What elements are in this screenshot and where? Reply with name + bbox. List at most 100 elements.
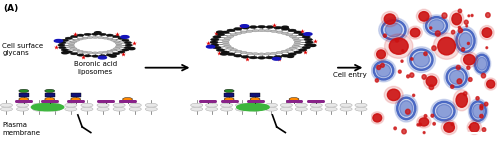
Circle shape <box>107 50 113 52</box>
Circle shape <box>484 102 488 106</box>
Circle shape <box>281 54 289 57</box>
Circle shape <box>81 107 93 111</box>
Circle shape <box>112 53 119 55</box>
Circle shape <box>112 35 119 38</box>
Circle shape <box>394 127 396 130</box>
Circle shape <box>266 103 278 107</box>
Ellipse shape <box>459 33 472 49</box>
Circle shape <box>113 107 125 111</box>
Circle shape <box>77 34 84 36</box>
Circle shape <box>70 48 76 49</box>
Circle shape <box>286 34 292 36</box>
Ellipse shape <box>452 13 462 25</box>
Ellipse shape <box>444 123 454 132</box>
Ellipse shape <box>450 70 464 84</box>
Circle shape <box>190 103 203 107</box>
Ellipse shape <box>467 120 481 135</box>
Text: Boronic acid
liposomes: Boronic acid liposomes <box>74 61 116 75</box>
Circle shape <box>451 123 454 126</box>
Circle shape <box>221 51 229 54</box>
Ellipse shape <box>382 11 398 27</box>
Circle shape <box>286 49 292 51</box>
Ellipse shape <box>472 104 484 118</box>
Circle shape <box>272 57 280 60</box>
Circle shape <box>462 48 464 51</box>
Circle shape <box>304 44 312 46</box>
Circle shape <box>410 73 414 77</box>
Circle shape <box>258 53 265 55</box>
Circle shape <box>294 31 302 34</box>
Circle shape <box>87 37 93 38</box>
Ellipse shape <box>426 76 437 86</box>
Ellipse shape <box>477 57 487 70</box>
Bar <box>70 93 81 97</box>
Ellipse shape <box>438 37 456 55</box>
Circle shape <box>282 26 288 28</box>
Circle shape <box>464 92 467 96</box>
Circle shape <box>480 106 483 110</box>
Circle shape <box>110 55 116 57</box>
Circle shape <box>213 46 221 49</box>
Circle shape <box>486 13 490 17</box>
Circle shape <box>70 98 81 101</box>
Circle shape <box>126 44 132 46</box>
Circle shape <box>304 33 312 35</box>
Circle shape <box>32 103 44 107</box>
Ellipse shape <box>454 27 477 55</box>
Circle shape <box>230 49 237 51</box>
Circle shape <box>270 30 278 32</box>
Ellipse shape <box>384 86 403 103</box>
Circle shape <box>355 103 367 107</box>
Ellipse shape <box>484 78 496 90</box>
Circle shape <box>235 32 242 34</box>
Circle shape <box>325 107 337 111</box>
Circle shape <box>424 52 427 56</box>
Circle shape <box>486 47 488 49</box>
Circle shape <box>102 51 108 53</box>
Circle shape <box>458 9 462 13</box>
Text: (A): (A) <box>4 4 18 13</box>
Circle shape <box>146 107 158 111</box>
Circle shape <box>116 42 121 44</box>
Circle shape <box>423 132 425 134</box>
Circle shape <box>290 35 296 38</box>
Circle shape <box>289 98 299 101</box>
Circle shape <box>384 34 386 37</box>
Circle shape <box>436 31 440 36</box>
Circle shape <box>87 52 93 54</box>
Circle shape <box>227 53 235 56</box>
Circle shape <box>61 49 68 51</box>
Circle shape <box>282 50 288 52</box>
Bar <box>224 93 234 97</box>
Bar <box>44 93 54 97</box>
Circle shape <box>65 107 77 111</box>
Circle shape <box>94 32 101 34</box>
Circle shape <box>240 51 247 54</box>
Circle shape <box>287 55 294 57</box>
Circle shape <box>220 53 227 55</box>
Circle shape <box>266 107 278 111</box>
Circle shape <box>129 107 141 111</box>
Circle shape <box>97 107 109 111</box>
Circle shape <box>280 103 292 107</box>
Circle shape <box>410 58 413 60</box>
Circle shape <box>74 39 80 41</box>
Ellipse shape <box>434 33 460 59</box>
Ellipse shape <box>419 12 429 21</box>
Circle shape <box>220 107 232 111</box>
Circle shape <box>222 39 230 41</box>
Circle shape <box>221 31 229 34</box>
Circle shape <box>77 54 84 56</box>
Circle shape <box>98 52 103 54</box>
Circle shape <box>258 25 266 28</box>
Circle shape <box>58 46 66 49</box>
Circle shape <box>458 28 462 33</box>
Circle shape <box>98 56 106 59</box>
Circle shape <box>249 56 258 59</box>
Circle shape <box>252 30 259 32</box>
Circle shape <box>19 89 29 92</box>
Circle shape <box>310 103 322 107</box>
Circle shape <box>274 26 282 29</box>
Circle shape <box>468 42 469 45</box>
Circle shape <box>44 98 54 101</box>
